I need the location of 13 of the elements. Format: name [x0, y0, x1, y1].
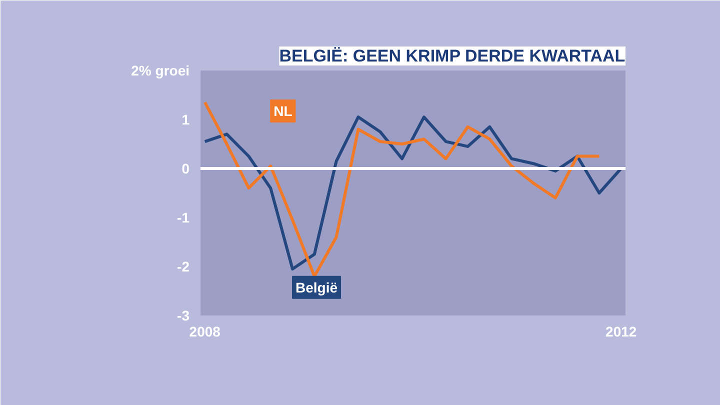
y-tick-label: 2% groei — [131, 62, 190, 78]
series-label: België — [296, 279, 338, 296]
y-tick-label: -2 — [177, 258, 190, 274]
line-series — [203, 100, 601, 278]
line-series — [203, 116, 623, 270]
y-tick-label: -1 — [177, 210, 190, 226]
x-tick-label: 2008 — [189, 324, 221, 340]
y-tick-label: 0 — [182, 160, 190, 176]
text: NL — [274, 102, 293, 119]
x-tick-label: 2012 — [606, 324, 637, 340]
y-tick-label: -3 — [177, 308, 190, 324]
chart-title: BELGIË: GEEN KRIMP DERDE KWARTAAL — [279, 46, 626, 66]
y-tick-label: 1 — [182, 112, 190, 128]
